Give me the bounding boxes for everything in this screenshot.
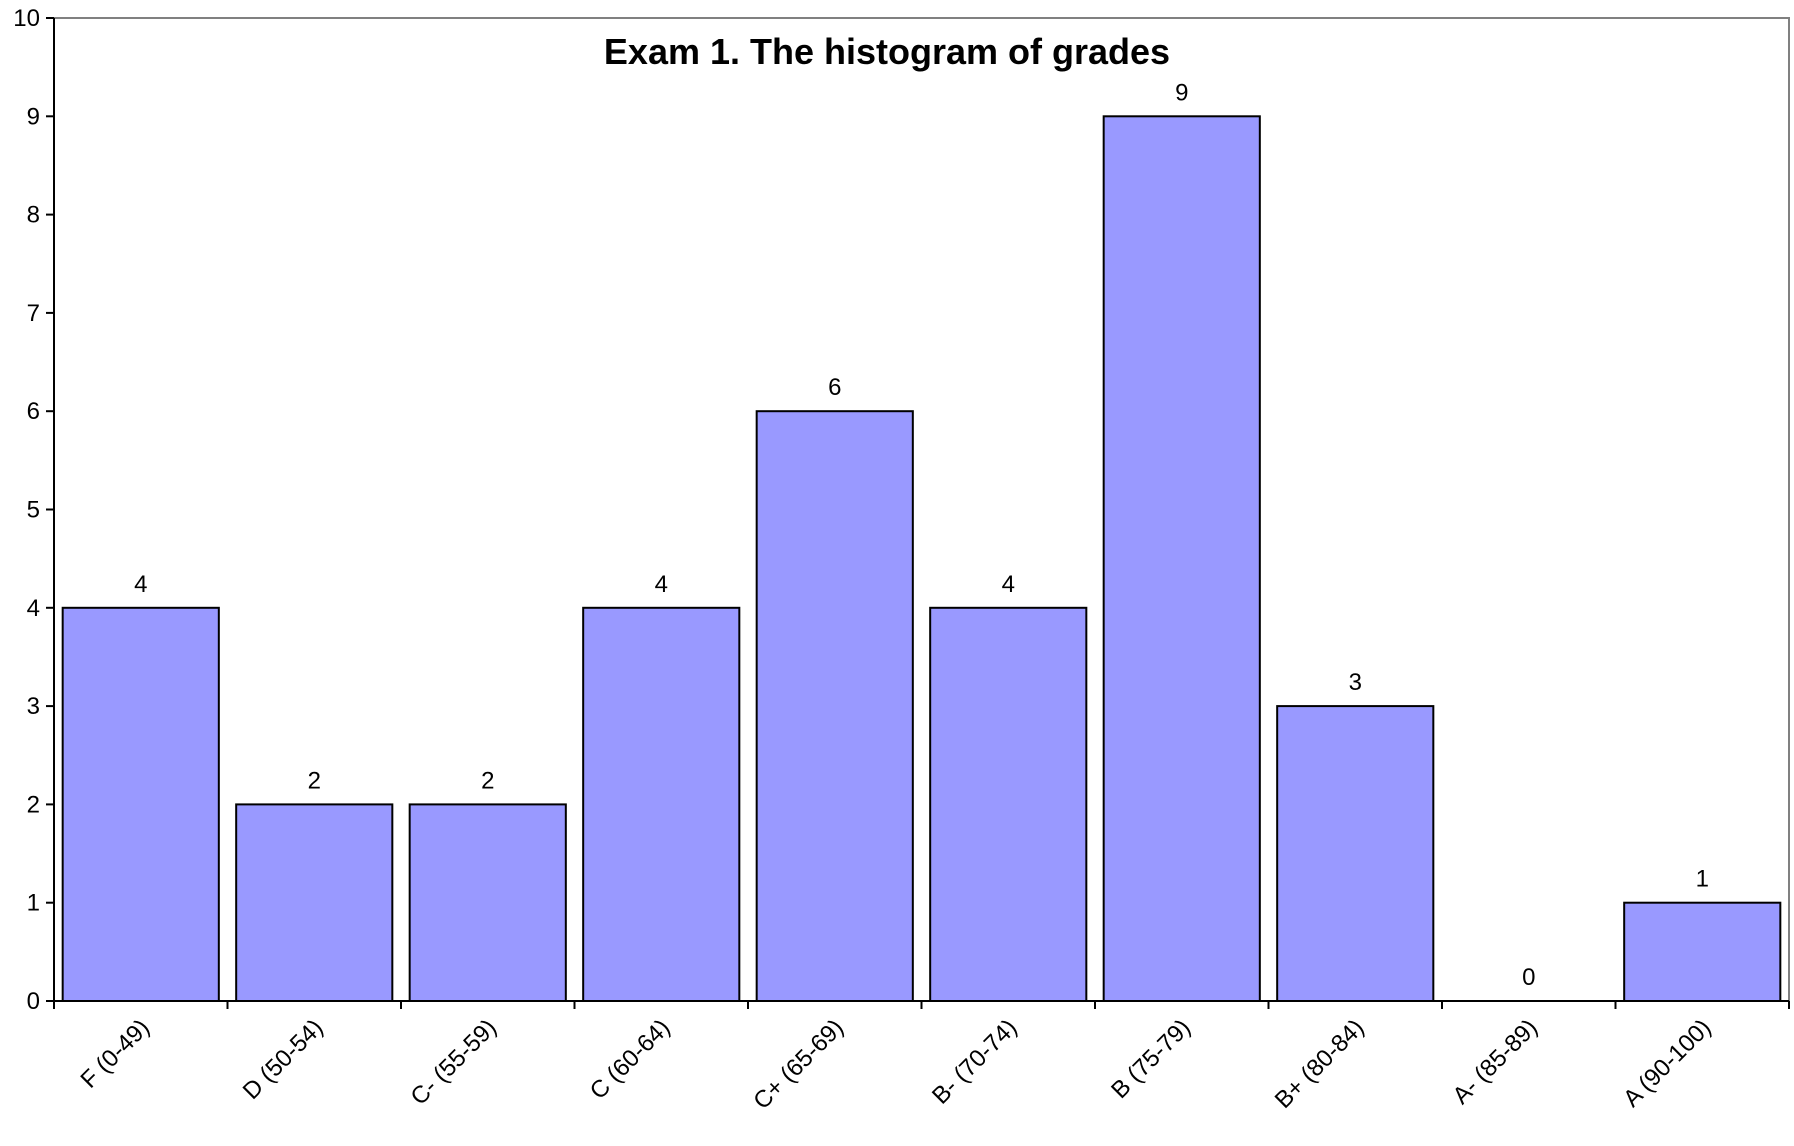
x-category-label: B+ (80-84) (1270, 1014, 1370, 1114)
bar (408, 803, 567, 1003)
bar (582, 606, 741, 1002)
x-category-label: B- (70-74) (927, 1014, 1022, 1109)
data-label: 4 (134, 571, 147, 598)
bars-layer (61, 115, 1782, 1003)
y-tick-label: 9 (27, 103, 40, 130)
data-label: 4 (655, 571, 668, 598)
y-tick-label: 5 (27, 497, 40, 524)
x-category-label: B (75-79) (1106, 1014, 1196, 1104)
data-label: 2 (481, 767, 494, 794)
bar (1102, 115, 1261, 1003)
bar (235, 803, 394, 1003)
y-tick-label: 6 (27, 398, 40, 425)
data-label: 0 (1522, 964, 1535, 991)
x-category-label: A (90-100) (1618, 1014, 1716, 1112)
bar (929, 606, 1088, 1002)
data-label: 2 (308, 767, 321, 794)
bar (1276, 705, 1435, 1002)
y-tick-label: 8 (27, 202, 40, 229)
bar (61, 606, 220, 1002)
data-label: 6 (828, 374, 841, 401)
x-category-label: D (50-54) (238, 1014, 329, 1105)
x-category-label: C (60-64) (585, 1014, 676, 1105)
y-tick-label: 4 (27, 595, 40, 622)
x-category-label: C- (55-59) (406, 1014, 502, 1110)
chart-title: Exam 1. The histogram of grades (604, 31, 1170, 72)
x-category-label: C+ (65-69) (748, 1014, 849, 1115)
x-category-label: F (0-49) (76, 1014, 155, 1093)
bar (755, 410, 914, 1002)
y-tick-label: 7 (27, 300, 40, 327)
y-tick-label: 2 (27, 791, 40, 818)
y-tick-label: 3 (27, 693, 40, 720)
data-label: 9 (1175, 79, 1188, 106)
bar (1623, 901, 1782, 1003)
y-tick-label: 0 (27, 988, 40, 1015)
x-category-label: A- (85-89) (1448, 1014, 1543, 1109)
data-label: 1 (1696, 866, 1709, 893)
y-tick-label: 10 (13, 5, 40, 32)
data-label: 3 (1349, 669, 1362, 696)
data-label: 4 (1002, 571, 1015, 598)
y-tick-label: 1 (27, 890, 40, 917)
